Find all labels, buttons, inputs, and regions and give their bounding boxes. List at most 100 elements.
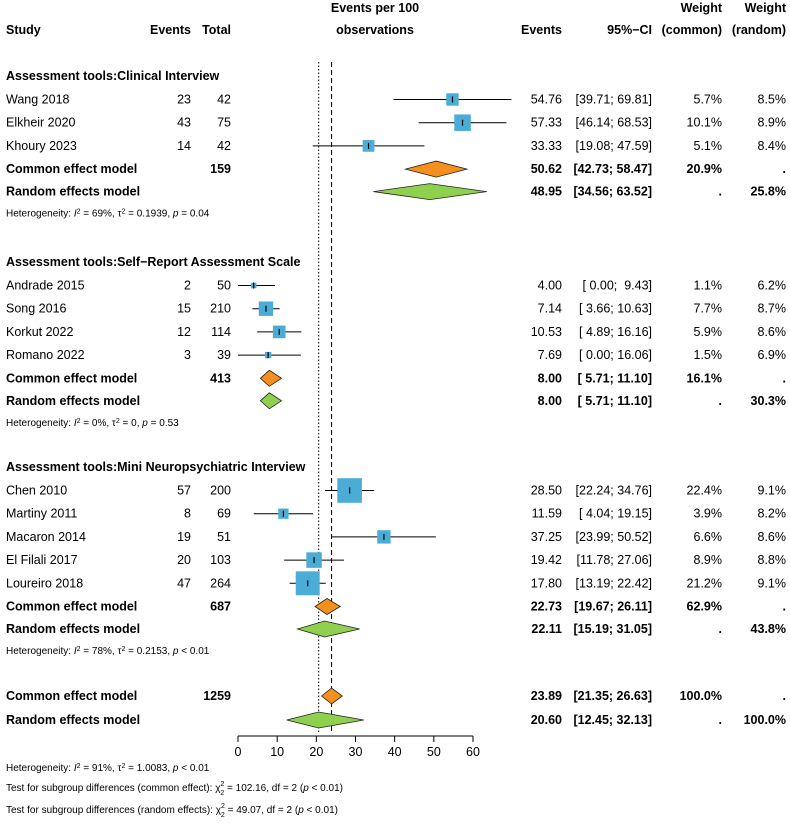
study-row-2-3-total: 114	[211, 325, 231, 339]
study-row-2-1-weight-common: 1.1%	[694, 279, 723, 293]
random-row-3-weight-common: .	[719, 622, 722, 636]
header-plot-line2: observations	[336, 23, 414, 37]
reference-lines	[318, 62, 333, 734]
axis-tick-label: 0	[235, 745, 242, 759]
study-row-2-3-weight-common: 5.9%	[694, 325, 723, 339]
study-row-3-4-ci: [11.78; 27.06]	[576, 553, 652, 567]
common-row-1-estimate: 50.62	[531, 162, 562, 176]
random-row-3-label: Random effects model	[6, 622, 140, 636]
study-row-1-3-study: Khoury 2023	[6, 139, 77, 153]
overall-common-row-estimate: 23.89	[531, 689, 562, 703]
study-row-2-2-weight-random: 8.7%	[758, 302, 787, 316]
subgroup-test-2: Test for subgroup differences (random ef…	[6, 803, 338, 819]
study-row-3-2-total: 69	[217, 507, 231, 521]
header-events: Events	[150, 23, 191, 37]
overall-random-row-label: Random effects model	[6, 713, 140, 727]
common-row-3-estimate: 22.73	[531, 600, 562, 614]
study-row-3-3-weight-random: 8.6%	[758, 530, 787, 544]
study-row-2-1-events: 2	[184, 279, 191, 293]
study-row-3-4-events: 20	[177, 553, 191, 567]
study-row-1-1-weight-random: 8.5%	[758, 93, 787, 107]
study-row-3-2-weight-common: 3.9%	[694, 507, 723, 521]
study-row-3-5-study: Loureiro 2018	[6, 576, 83, 590]
header-events-estimate: Events	[521, 23, 562, 37]
header-weight-random-2: (random)	[732, 23, 786, 37]
heterogeneity-2: Heterogeneity: I2 = 0%, τ2 = 0, p = 0.53	[6, 417, 179, 429]
common-row-3-label: Common effect model	[6, 600, 137, 614]
study-row-1-2-total: 75	[217, 116, 231, 130]
study-row-3-3-weight-common: 6.6%	[694, 530, 723, 544]
common-row-1-ci: [42.73; 58.47]	[573, 162, 652, 176]
random-row-1-ci: [34.56; 63.52]	[573, 185, 652, 199]
footer-tests: Test for subgroup differences (common ef…	[6, 781, 343, 819]
study-row-1-2-study: Elkheir 2020	[6, 116, 76, 130]
study-row-1-1-study: Wang 2018	[6, 93, 70, 107]
study-row-3-3-events: 19	[177, 530, 191, 544]
header-ci: 95%−CI	[607, 23, 652, 37]
study-row-3-2-study: Martiny 2011	[6, 507, 77, 521]
study-row-1-3-weight-random: 8.4%	[758, 139, 787, 153]
study-row-3-3-ci: [23.99; 50.52]	[576, 530, 652, 544]
random-row-2-weight-random: 30.3%	[751, 394, 786, 408]
common-row-2-ci: [ 5.71; 11.10]	[578, 371, 652, 385]
study-row-3-5-events: 47	[177, 576, 191, 590]
random-row-3-ci: [15.19; 31.05]	[573, 622, 652, 636]
study-row-2-1-estimate: 4.00	[538, 279, 562, 293]
study-row-3-2-events: 8	[184, 507, 191, 521]
study-row-2-4-total: 39	[217, 348, 231, 362]
study-row-3-3-study: Macaron 2014	[6, 530, 86, 544]
axis-tick-label: 10	[270, 745, 284, 759]
study-row-3-4-weight-random: 8.8%	[758, 553, 787, 567]
study-row-2-3-weight-random: 8.6%	[758, 325, 787, 339]
heterogeneity-3: Heterogeneity: I2 = 78%, τ2 = 0.2153, p …	[6, 646, 210, 658]
study-row-3-3-estimate: 37.25	[531, 530, 562, 544]
study-row-2-1-total: 50	[217, 279, 231, 293]
header-total: Total	[202, 23, 231, 37]
study-row-2-1-study: Andrade 2015	[6, 279, 85, 293]
study-row-3-5-ci: [13.19; 22.42]	[576, 576, 652, 590]
study-row-2-3-events: 12	[177, 325, 191, 339]
random-row-1-weight-random: 25.8%	[751, 185, 786, 199]
study-row-3-1-events: 57	[177, 484, 191, 498]
study-row-3-1-weight-common: 22.4%	[687, 484, 722, 498]
study-row-2-4-weight-common: 1.5%	[694, 348, 723, 362]
study-row-1-3-ci: [19.08; 47.59]	[576, 139, 652, 153]
study-row-2-4-weight-random: 6.9%	[758, 348, 787, 362]
random-row-3-weight-random: 43.8%	[751, 622, 786, 636]
study-row-3-2-weight-random: 8.2%	[758, 507, 787, 521]
axis-tick-label: 50	[427, 745, 441, 759]
study-row-3-1-ci: [22.24; 34.76]	[576, 484, 652, 498]
study-row-2-2-total: 210	[210, 302, 231, 316]
study-row-1-2-events: 43	[177, 116, 191, 130]
study-row-3-1-weight-random: 9.1%	[758, 484, 787, 498]
study-row-3-5-total: 264	[210, 576, 231, 590]
study-row-1-3-events: 14	[177, 139, 191, 153]
random-row-1-label: Random effects model	[6, 185, 140, 199]
axis-tick-label: 20	[309, 745, 323, 759]
common-row-1-weight-random: .	[783, 162, 786, 176]
random-row-2-weight-common: .	[719, 394, 722, 408]
header-weight-common-1: Weight	[681, 1, 723, 15]
study-row-3-4-study: El Filali 2017	[6, 553, 78, 567]
common-row-3-ci: [19.67; 26.11]	[574, 600, 652, 614]
study-row-3-5-estimate: 17.80	[531, 576, 562, 590]
random-row-2-estimate: 8.00	[538, 394, 562, 408]
overall-random-row-ci: [12.45; 32.13]	[573, 713, 652, 727]
study-row-2-3-ci: [ 4.89; 16.16]	[579, 325, 652, 339]
overall-common-row-label: Common effect model	[6, 689, 137, 703]
group-title-2: Assessment tools:Self−Report Assessment …	[6, 255, 300, 269]
study-row-2-2-study: Song 2016	[6, 302, 67, 316]
study-row-1-1-events: 23	[177, 93, 191, 107]
common-row-2-estimate: 8.00	[538, 371, 562, 385]
study-row-1-1-total: 42	[217, 93, 231, 107]
overall-common-row-weight-random: .	[783, 689, 786, 703]
heterogeneity-overall: Heterogeneity: I2 = 91%, τ2 = 1.0083, p …	[6, 763, 210, 775]
random-row-3-estimate: 22.11	[531, 622, 562, 636]
overall-random-row-estimate: 20.60	[531, 713, 562, 727]
overall-random-row-weight-common: .	[719, 713, 722, 727]
study-row-2-4-estimate: 7.69	[538, 348, 562, 362]
forest-rows: Assessment tools:Clinical Interview Wang …	[6, 69, 786, 774]
common-row-2-label: Common effect model	[6, 371, 137, 385]
common-diamond	[403, 160, 469, 178]
x-axis: 0 10 20 30 40 50 60	[235, 735, 480, 759]
